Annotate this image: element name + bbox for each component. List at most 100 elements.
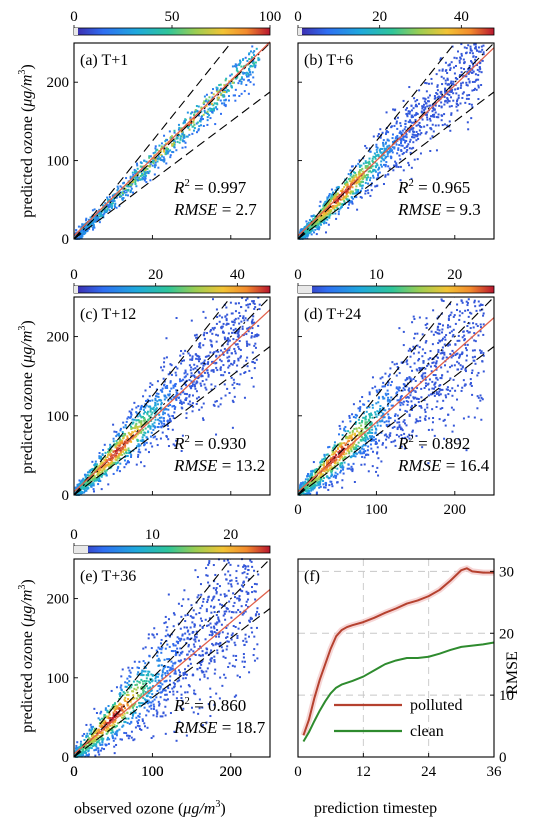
data-point (449, 325, 452, 328)
data-point (452, 424, 455, 427)
data-point (116, 455, 119, 458)
data-point (351, 437, 354, 440)
data-point (169, 420, 172, 423)
data-point (248, 68, 251, 71)
data-point (160, 420, 163, 423)
data-point (218, 314, 221, 317)
rmse-annotation: RMSE = 2.7 (173, 200, 257, 219)
data-point (112, 198, 115, 201)
data-point (394, 117, 397, 120)
data-point (160, 147, 163, 150)
data-point (326, 475, 329, 478)
data-point (308, 218, 311, 221)
data-point (226, 351, 229, 354)
data-point (423, 97, 426, 100)
data-point (133, 436, 136, 439)
data-point (413, 97, 416, 100)
data-point (110, 449, 113, 452)
data-point (415, 418, 418, 421)
data-point (156, 444, 159, 447)
data-point (202, 124, 205, 127)
data-point (452, 328, 455, 331)
data-point (124, 188, 127, 191)
data-point (96, 215, 99, 218)
data-point (84, 229, 87, 232)
data-point (109, 443, 112, 446)
fit-line (297, 47, 495, 237)
data-point (412, 352, 415, 355)
data-point (362, 416, 365, 419)
data-point (379, 407, 382, 410)
data-point (237, 359, 240, 362)
data-point (454, 88, 457, 91)
data-point (77, 491, 80, 494)
data-point (446, 72, 449, 75)
data-point (190, 123, 193, 126)
data-point (153, 173, 156, 176)
data-point (377, 153, 380, 156)
data-point (354, 174, 357, 177)
data-point (198, 371, 201, 374)
data-point (323, 455, 326, 458)
data-point (411, 121, 414, 124)
data-point (418, 369, 421, 372)
data-point (313, 220, 316, 223)
data-point (414, 403, 417, 406)
data-point (251, 351, 254, 354)
data-point (88, 474, 91, 477)
data-point (86, 487, 89, 490)
data-point (405, 112, 408, 115)
data-point (421, 377, 424, 380)
data-point (469, 378, 472, 381)
data-point (310, 489, 313, 492)
data-point (165, 151, 168, 154)
data-point (252, 315, 255, 318)
data-point (469, 47, 472, 50)
data-point (248, 71, 251, 74)
data-point (154, 435, 157, 438)
data-point (227, 332, 230, 335)
data-point (106, 198, 109, 201)
data-point (245, 71, 248, 74)
data-point (384, 433, 387, 436)
data-point (406, 410, 409, 413)
data-point (463, 68, 466, 71)
data-point (381, 414, 384, 417)
data-point (106, 456, 109, 459)
data-point (211, 332, 214, 335)
data-point (119, 185, 122, 188)
data-point (143, 434, 146, 437)
data-point (418, 405, 421, 408)
data-point (418, 121, 421, 124)
data-point (425, 82, 428, 85)
data-point (434, 374, 437, 377)
data-point (443, 336, 446, 339)
data-point (103, 212, 106, 215)
data-point (321, 467, 324, 470)
data-point (125, 191, 128, 194)
data-point (306, 478, 309, 481)
data-point (142, 412, 145, 415)
data-point (440, 92, 443, 95)
data-point (202, 334, 205, 337)
data-point (332, 453, 335, 456)
data-point (325, 471, 328, 474)
data-point (331, 453, 334, 456)
data-point (154, 161, 157, 164)
data-point (211, 88, 214, 91)
data-point (362, 443, 365, 446)
data-point (396, 116, 399, 119)
data-point (325, 453, 328, 456)
data-point (249, 81, 252, 84)
data-point (435, 362, 438, 365)
data-point (339, 190, 342, 193)
data-point (115, 435, 118, 438)
data-point (105, 469, 108, 472)
data-point (388, 408, 391, 411)
data-point (149, 155, 152, 158)
data-point (135, 425, 138, 428)
data-point (169, 417, 172, 420)
data-point (458, 74, 461, 77)
data-point (467, 415, 470, 418)
data-point (120, 195, 123, 198)
